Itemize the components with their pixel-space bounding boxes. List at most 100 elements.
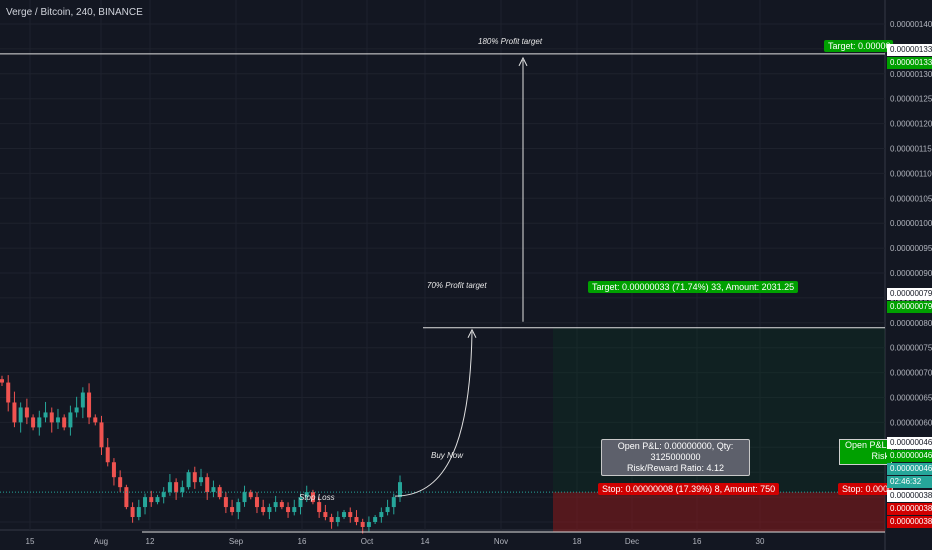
candle-body bbox=[49, 412, 54, 423]
y-tick-label: 0.00000060 bbox=[890, 418, 932, 427]
candle-body bbox=[12, 402, 17, 423]
candle-body bbox=[230, 507, 235, 513]
candle-body bbox=[342, 512, 347, 518]
y-tick-label: 0.00000070 bbox=[890, 369, 932, 378]
stop-label-right[interactable]: Stop: 0.0000 bbox=[838, 483, 893, 495]
candle-body bbox=[279, 502, 284, 508]
candle-body bbox=[149, 497, 154, 503]
axis-tag-entry: 0.00000046 bbox=[887, 450, 932, 462]
candle-body bbox=[0, 379, 4, 383]
candle-body bbox=[360, 522, 365, 527]
candle-body bbox=[105, 447, 110, 463]
curve-arrow bbox=[394, 331, 473, 497]
x-tick-label: Nov bbox=[494, 537, 508, 546]
axis-tag-last-price: 0.00000046 bbox=[887, 463, 932, 475]
x-tick-label: Oct bbox=[361, 537, 374, 546]
annotation-180-profit: 180% Profit target bbox=[478, 37, 543, 46]
candle-body bbox=[68, 412, 73, 428]
candle-body bbox=[180, 487, 185, 493]
axis-tag-stop-2: 0.00000038 bbox=[887, 516, 932, 528]
x-tick-label: Aug bbox=[94, 537, 108, 546]
candle-body bbox=[31, 417, 36, 428]
candle-body bbox=[143, 497, 148, 508]
candle-body bbox=[74, 407, 79, 413]
candle-body bbox=[304, 492, 309, 498]
candle-body bbox=[43, 412, 48, 418]
curve-arrow-head bbox=[467, 328, 477, 339]
candle-body bbox=[55, 417, 60, 423]
axis-tag-stop-line: 0.00000038 bbox=[887, 490, 932, 502]
candle-body bbox=[273, 502, 278, 508]
candle-body bbox=[261, 507, 266, 513]
stop-zone bbox=[553, 492, 885, 532]
y-tick-label: 0.00000080 bbox=[890, 319, 932, 328]
candle-body bbox=[167, 482, 172, 493]
y-tick-label: 0.00000095 bbox=[890, 244, 932, 253]
y-tick-label: 0.00000120 bbox=[890, 120, 932, 129]
candle-body bbox=[155, 497, 160, 503]
candle-body bbox=[93, 417, 98, 423]
level-lines bbox=[0, 53, 885, 533]
risk-reward-line: Risk/Reward Ratio: 4.12 bbox=[626, 463, 725, 473]
candle-body bbox=[37, 417, 42, 428]
annotation-buy-now: Buy Now bbox=[431, 451, 464, 460]
axis-tag-mid-line: 0.00000079 bbox=[887, 288, 932, 300]
candle-body bbox=[323, 512, 328, 518]
candle-body bbox=[254, 497, 259, 508]
candle-body bbox=[130, 507, 135, 518]
x-tick-label: 16 bbox=[298, 537, 307, 546]
axis-tag-entry-line: 0.00000046 bbox=[887, 437, 932, 449]
candle-body bbox=[24, 407, 29, 418]
y-tick-label: 0.00000090 bbox=[890, 269, 932, 278]
y-tick-label: 0.00000105 bbox=[890, 194, 932, 203]
candle-body bbox=[248, 492, 253, 498]
candle-body bbox=[186, 472, 191, 488]
candle-body bbox=[236, 502, 241, 513]
candle-body bbox=[18, 407, 23, 423]
y-tick-label: 0.00000140 bbox=[890, 20, 932, 29]
candle-body bbox=[136, 507, 141, 518]
annotation-stop-loss: Stop Loss bbox=[299, 493, 335, 502]
axis-tag-target-line: 0.00000133 bbox=[887, 44, 932, 56]
x-tick-label: 16 bbox=[693, 537, 702, 546]
annotation-70-profit: 70% Profit target bbox=[427, 281, 487, 290]
target-label-right[interactable]: Target: 0.00000 bbox=[824, 40, 893, 52]
y-tick-label: 0.00000100 bbox=[890, 219, 932, 228]
y-tick-label: 0.00000115 bbox=[890, 145, 932, 154]
y-tick-label: 0.00000065 bbox=[890, 394, 932, 403]
candle-body bbox=[111, 462, 116, 478]
candle-body bbox=[174, 482, 179, 493]
candle-body bbox=[267, 507, 272, 513]
target-label[interactable]: Target: 0.00000033 (71.74%) 33, Amount: … bbox=[588, 281, 799, 293]
candle-body bbox=[199, 477, 203, 483]
x-tick-label: 18 bbox=[573, 537, 582, 546]
candle-body bbox=[391, 497, 396, 508]
candle-body bbox=[335, 517, 340, 522]
time-axis: 15 Aug 12 Sep 16 Oct 14 Nov 18 Dec 16 30 bbox=[26, 537, 765, 546]
axis-tag-countdown: 02:46:32 bbox=[887, 476, 932, 488]
x-tick-label: Sep bbox=[229, 537, 244, 546]
axis-tag-target: 0.00000133 bbox=[887, 57, 932, 69]
candle-body bbox=[292, 507, 297, 513]
candle-body bbox=[385, 507, 390, 513]
stop-label[interactable]: Stop: 0.00000008 (17.39%) 8, Amount: 750 bbox=[598, 483, 780, 495]
candle-body bbox=[161, 492, 166, 498]
pnl-info-box[interactable]: Open P&L: 0.00000000, Qty: 3125000000 Ri… bbox=[601, 439, 750, 476]
x-tick-label: Dec bbox=[625, 537, 639, 546]
candle-body bbox=[242, 492, 247, 503]
candle-body bbox=[124, 487, 129, 508]
candle-body bbox=[192, 472, 197, 483]
candle-body bbox=[354, 517, 359, 522]
candle-body bbox=[310, 492, 315, 503]
pnl-box-right[interactable]: Open P&L Risk bbox=[839, 439, 892, 465]
x-tick-label: 15 bbox=[26, 537, 35, 546]
x-tick-label: 30 bbox=[756, 537, 765, 546]
candle-body bbox=[366, 522, 371, 527]
y-tick-label: 0.00000125 bbox=[890, 95, 932, 104]
candlestick-series bbox=[0, 375, 402, 534]
x-tick-label: 12 bbox=[146, 537, 155, 546]
candle-body bbox=[379, 512, 384, 518]
y-tick-label: 0.00000075 bbox=[890, 344, 932, 353]
rr-cut: Risk bbox=[871, 451, 890, 461]
